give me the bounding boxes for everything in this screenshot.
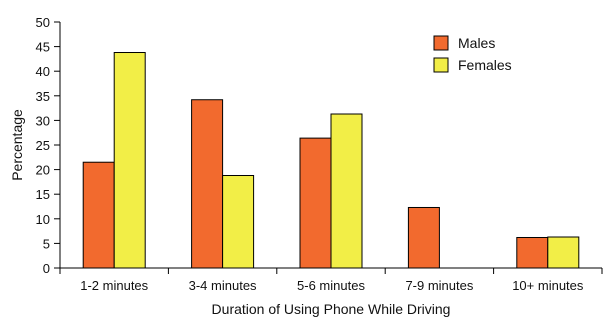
bar-females-5 (547, 236, 580, 269)
y-tick-label: 15 (36, 187, 50, 202)
x-tick-label: 3-4 minutes (189, 278, 257, 293)
y-tick-label: 45 (36, 40, 50, 55)
bar-females-3 (330, 113, 363, 269)
y-tick-label: 20 (36, 163, 50, 178)
legend-label-females: Females (458, 57, 512, 73)
x-tick-label: 1-2 minutes (80, 278, 148, 293)
bar-males-2 (191, 99, 224, 269)
y-tick-label: 10 (36, 212, 50, 227)
y-tick-label: 40 (36, 64, 50, 79)
y-tick-label: 30 (36, 113, 50, 128)
bar-females-1 (113, 52, 146, 269)
x-tick-label: 10+ minutes (512, 278, 584, 293)
x-tick-label: 7-9 minutes (405, 278, 473, 293)
y-axis-title: Percentage (9, 109, 25, 181)
bar-males-1 (82, 161, 115, 269)
x-tick-label: 5-6 minutes (297, 278, 365, 293)
y-tick-label: 50 (36, 15, 50, 30)
legend-label-males: Males (458, 35, 495, 51)
bar-males-4 (407, 206, 440, 269)
legend-swatch-females (433, 57, 449, 73)
bars (82, 52, 580, 269)
bar-males-3 (299, 137, 332, 269)
y-tick-label: 0 (43, 261, 50, 276)
x-axis-title: Duration of Using Phone While Driving (212, 301, 451, 317)
y-axis: 0 5 10 15 20 25 30 35 40 45 50 (36, 15, 61, 276)
y-tick-label: 25 (36, 138, 50, 153)
y-tick-label: 5 (43, 236, 50, 251)
y-tick-label: 35 (36, 89, 50, 104)
bar-females-2 (222, 175, 255, 269)
bar-males-5 (516, 236, 549, 269)
legend-swatch-males (433, 35, 449, 51)
x-axis: 1-2 minutes 3-4 minutes 5-6 minutes 7-9 min… (59, 267, 603, 293)
legend: Males Females (433, 35, 512, 73)
